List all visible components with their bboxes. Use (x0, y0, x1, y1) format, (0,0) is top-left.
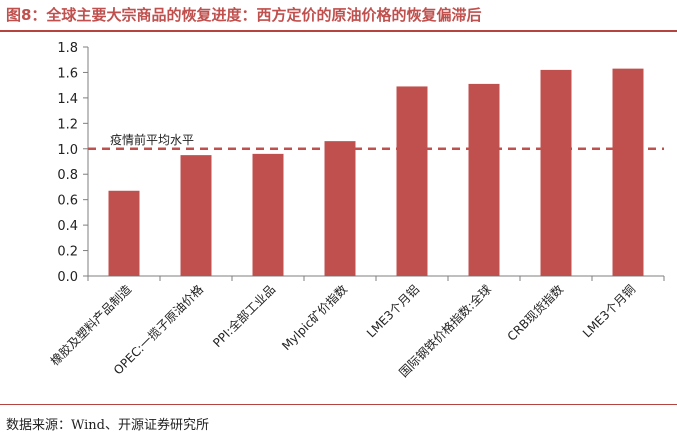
y-tick-label: 0.2 (57, 245, 78, 260)
x-tick-label: CRB现货指数 (504, 282, 566, 344)
bar (396, 86, 428, 276)
y-tick-label: 1.2 (57, 117, 78, 132)
bar (108, 190, 140, 276)
x-tick-label: LME3个月铝 (363, 282, 422, 341)
y-tick-label: 1.4 (57, 92, 78, 107)
data-source: 数据来源：Wind、开源证券研究所 (6, 418, 209, 433)
y-tick-label: 0.0 (57, 270, 78, 285)
x-tick-label: PPI:全部工业品 (209, 282, 278, 351)
bar (252, 153, 284, 276)
y-tick-label: 0.6 (57, 194, 78, 209)
bar (612, 68, 644, 276)
reference-line-group: 疫情前平均水平 (88, 132, 664, 151)
bar (540, 69, 572, 277)
y-tick-label: 0.4 (57, 219, 78, 234)
x-tick-label: LME3个月铜 (579, 282, 638, 341)
footer-rule (0, 404, 677, 405)
x-tick-label: Mylpic矿价指数 (278, 282, 350, 354)
chart-axes: 0.0 0.2 0.4 0.6 0.8 1.0 1.2 1.4 1.6 1.8 (57, 41, 665, 285)
y-tick-label: 1.8 (57, 41, 78, 56)
chart-bars (108, 68, 644, 277)
figure-title: 图8：全球主要大宗商品的恢复进度：西方定价的原油价格的恢复偏滞后 (6, 6, 482, 24)
bar (468, 83, 500, 277)
y-tick-label: 0.8 (57, 168, 78, 183)
x-tick-label: 橡胶及塑料产品制造 (47, 282, 134, 369)
bar-chart: 0.0 0.2 0.4 0.6 0.8 1.0 1.2 1.4 1.6 1.8 疫情前平均水平 橡… (47, 41, 665, 380)
bar (324, 141, 356, 276)
bar (180, 155, 212, 276)
reference-line-label: 疫情前平均水平 (110, 132, 194, 147)
y-tick-label: 1.0 (57, 143, 78, 158)
title-underline (0, 30, 677, 32)
y-tick-label: 1.6 (57, 66, 78, 81)
